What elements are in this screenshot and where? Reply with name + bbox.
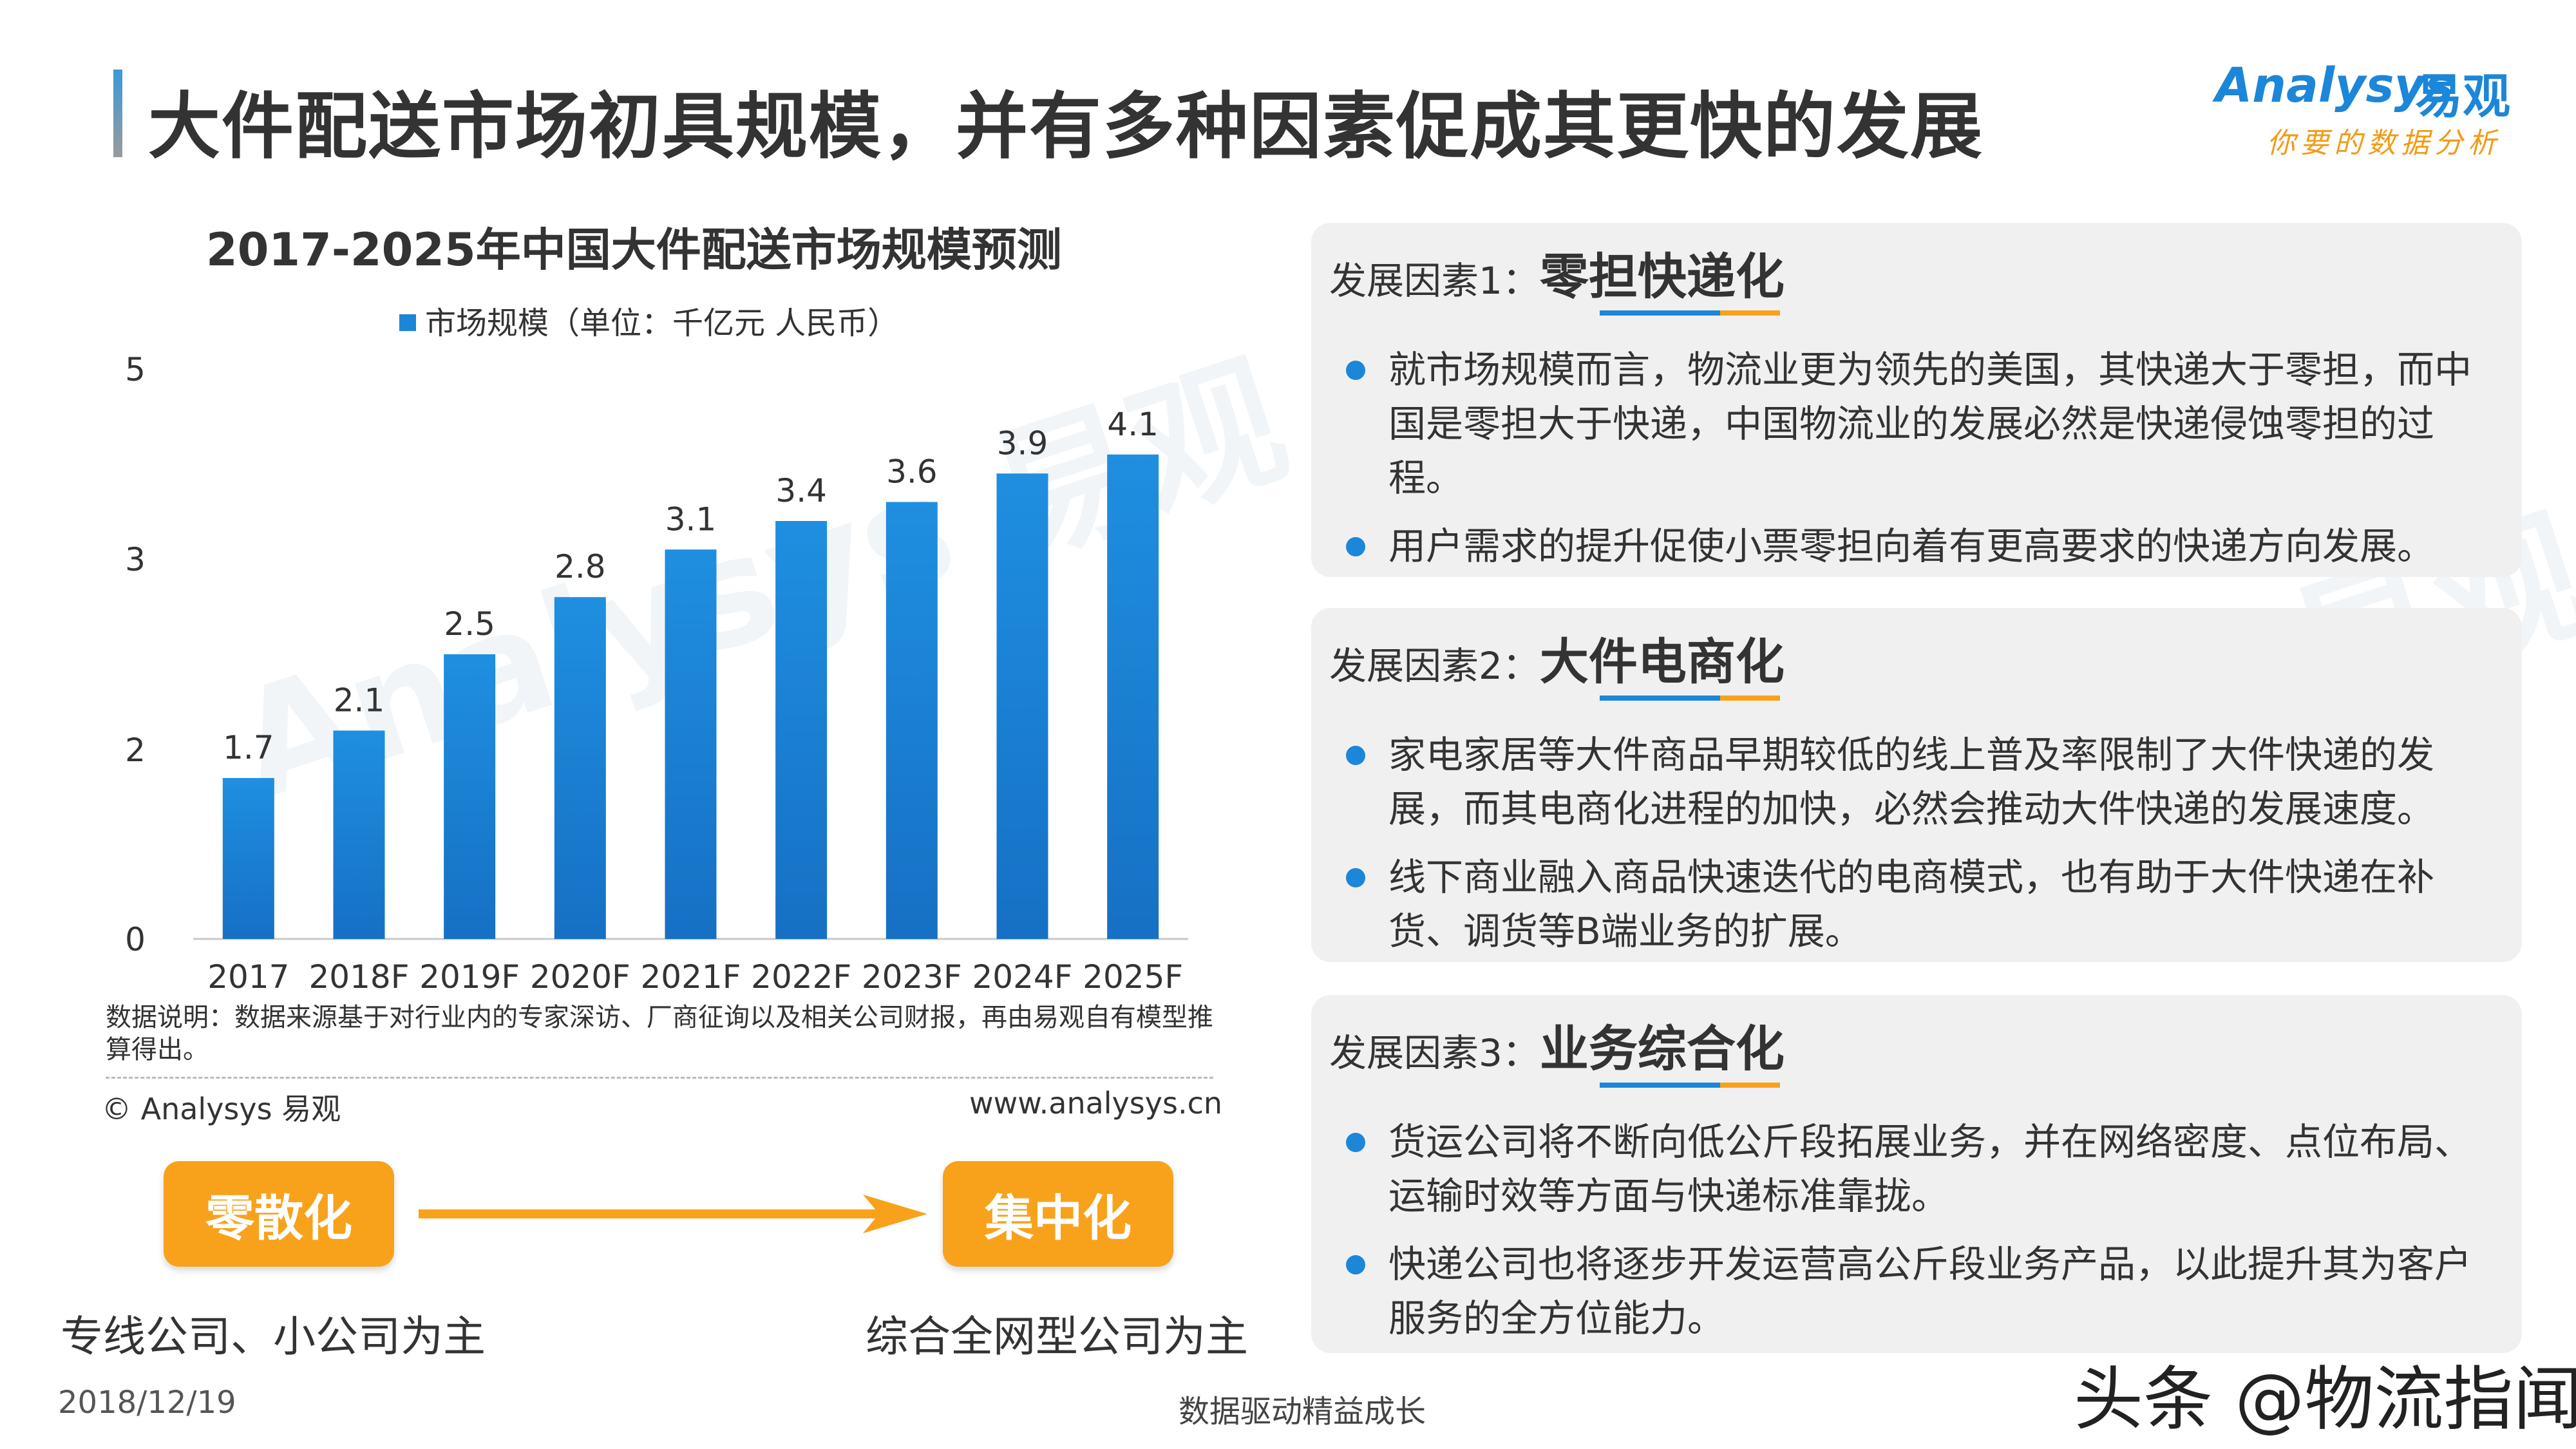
factor-2-bullets: 家电家居等大件商品早期较低的线上普及率限制了大件快递的发展，而其电商化进程的加快…	[1343, 728, 2496, 972]
bar	[996, 473, 1048, 939]
concentrated-desc: 综合全网型公司为主	[866, 1312, 1248, 1361]
factor-1-title: 发展因素1：零担快递化	[1329, 237, 1785, 308]
factor-2-title: 发展因素2：大件电商化	[1329, 622, 1785, 693]
factor-1-key: 零担快递化	[1539, 248, 1785, 305]
footer-slogan: 数据驱动精益成长	[1179, 1394, 1426, 1430]
factor-2-lead: 发展因素2：	[1329, 644, 1540, 688]
list-item: 快递公司也将逐步开发运营高公斤段业务产品，以此提升其为客户服务的全方位能力。	[1343, 1237, 2496, 1345]
bar	[665, 549, 717, 939]
list-item: 货运公司将不断向低公斤段拓展业务，并在网络密度、点位布局、运输时效等方面与快递标…	[1343, 1115, 2496, 1223]
legend-swatch	[399, 314, 416, 331]
legend-label: 市场规模（单位：千亿元 人民币）	[425, 305, 899, 341]
website-link[interactable]: www.analysys.cn	[969, 1086, 1223, 1121]
logo-english: Analysys	[2215, 58, 2454, 113]
factor-panel-1: 发展因素1：零担快递化 就市场规模而言，物流业更为领先的美国，其快递大于零担，而…	[1311, 223, 2522, 577]
logo-chinese: 易观	[2415, 69, 2510, 124]
bar	[1107, 454, 1159, 939]
analysys-logo: Analysys 易观 你要的数据分析	[2215, 58, 2531, 167]
x-tick-label: 2021F	[640, 958, 741, 992]
x-tick-label: 2018F	[308, 958, 409, 992]
factor-3-underline	[1600, 1083, 1780, 1088]
bar	[554, 597, 606, 939]
dashed-divider	[106, 1077, 1213, 1079]
list-item: 用户需求的提升促使小票零担向着有更高要求的快递方向发展。	[1343, 519, 2496, 573]
bar	[333, 730, 385, 939]
factor-1-underline	[1600, 310, 1780, 316]
bar-value-label: 2.5	[444, 605, 495, 643]
factor-3-lead: 发展因素3：	[1329, 1031, 1540, 1075]
arrow-head	[863, 1195, 927, 1233]
x-tick-label: 2025F	[1083, 958, 1183, 992]
bar-value-label: 2.8	[554, 548, 606, 585]
factor-panel-2: 发展因素2：大件电商化 家电家居等大件商品早期较低的线上普及率限制了大件快递的发…	[1311, 608, 2522, 962]
list-item: 就市场规模而言，物流业更为领先的美国，其快递大于零担，而中国是零担大于快递，中国…	[1343, 343, 2496, 505]
fragmented-box: 零散化	[164, 1161, 394, 1267]
bar	[222, 778, 274, 939]
list-item: 线下商业融入商品快速迭代的电商模式，也有助于大件快递在补货、调货等B端业务的扩展…	[1343, 850, 2496, 958]
bar	[886, 502, 938, 939]
factor-2-key: 大件电商化	[1539, 633, 1785, 690]
y-tick-label: 0	[125, 921, 146, 958]
bar	[775, 521, 828, 939]
concentrated-box: 集中化	[943, 1161, 1173, 1267]
list-item: 家电家居等大件商品早期较低的线上普及率限制了大件快递的发展，而其电商化进程的加快…	[1343, 728, 2496, 836]
factor-1-lead: 发展因素1：	[1329, 259, 1540, 303]
factor-2-underline	[1600, 696, 1780, 701]
bar-value-label: 2.1	[334, 681, 385, 719]
footer-date: 2018/12/19	[58, 1385, 236, 1421]
factor-panel-3: 发展因素3：业务综合化 货运公司将不断向低公斤段拓展业务，并在网络密度、点位布局…	[1311, 995, 2522, 1353]
x-tick-label: 2022F	[751, 958, 851, 992]
bar	[444, 654, 496, 939]
x-tick-label: 2017	[207, 958, 289, 992]
x-tick-label: 2019F	[419, 958, 520, 992]
copyright-text: © Analysys 易观	[102, 1092, 341, 1126]
bar-value-label: 3.6	[886, 453, 938, 491]
x-tick-label: 2024F	[972, 958, 1072, 992]
factor-3-title: 发展因素3：业务综合化	[1329, 1009, 1785, 1080]
factor-3-bullets: 货运公司将不断向低公斤段拓展业务，并在网络密度、点位布局、运输时效等方面与快递标…	[1343, 1115, 2496, 1359]
toutiao-brand-watermark: 头条 @物流指闻	[2074, 1359, 2576, 1440]
slide-title: 大件配送市场初具规模，并有多种因素促成其更快的发展	[148, 85, 1984, 169]
x-tick-label: 2020F	[530, 958, 630, 992]
y-tick-label: 2	[125, 732, 146, 769]
fragmented-desc: 专线公司、小公司为主	[61, 1312, 486, 1361]
bar-value-label: 3.1	[665, 500, 717, 538]
logo-tagline: 你要的数据分析	[2267, 127, 2501, 160]
chart-legend: 市场规模（单位：千亿元 人民币）	[399, 298, 898, 343]
transition-arrow	[419, 1195, 927, 1233]
title-accent-bar	[113, 70, 122, 157]
y-tick-label: 5	[125, 351, 146, 388]
bar-value-label: 4.1	[1107, 406, 1159, 443]
bar-chart: 0 2 3 5 1.7 2017 2.1 2018F 2.5 2019F 2.8 2020F 3.1 20…	[125, 351, 1188, 992]
data-note: 数据说明：数据来源基于对行业内的专家深访、厂商征询以及相关公司财报，再由易观自有…	[106, 1003, 1213, 1065]
y-tick-label: 3	[125, 541, 146, 578]
bar-value-label: 3.4	[775, 472, 827, 509]
chart-title: 2017-2025年中国大件配送市场规模预测	[206, 223, 1062, 276]
x-tick-label: 2023F	[862, 958, 962, 992]
bar-value-label: 1.7	[223, 729, 274, 766]
factor-1-bullets: 就市场规模而言，物流业更为领先的美国，其快递大于零担，而中国是零担大于快递，中国…	[1343, 343, 2496, 587]
bar-value-label: 3.9	[997, 424, 1048, 462]
factor-3-key: 业务综合化	[1539, 1020, 1785, 1077]
